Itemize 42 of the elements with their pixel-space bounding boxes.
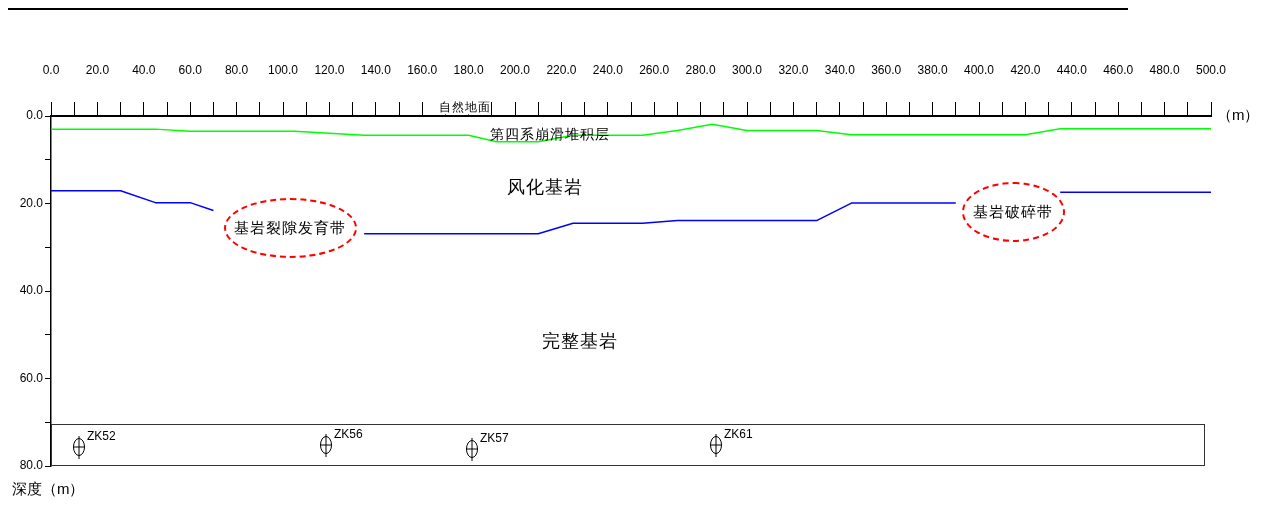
x-tick-label: 80.0 — [224, 63, 249, 78]
x-tick-label: 140.0 — [360, 63, 392, 78]
x-tick-label: 400.0 — [963, 63, 995, 78]
annotation: 风化基岩 — [507, 177, 583, 198]
x-tick-label: 420.0 — [1010, 63, 1041, 78]
y-tick-label: 80.0 — [19, 458, 44, 473]
x-tick-label: 100.0 — [267, 63, 299, 78]
x-tick-label: 0.0 — [42, 63, 60, 78]
x-tick-label: 200.0 — [499, 63, 531, 78]
x-tick-label: 260.0 — [639, 63, 670, 78]
annotation: ZK61 — [724, 427, 753, 441]
x-tick-label: 240.0 — [592, 63, 624, 78]
annotation: 基岩裂隙发育带 — [234, 218, 346, 237]
y-tick-label: 60.0 — [19, 370, 44, 385]
x-tick-label: 320.0 — [778, 63, 809, 78]
y-axis-title: 深度（m） — [12, 480, 85, 499]
x-tick-label: 340.0 — [824, 63, 856, 78]
x-tick-label: 60.0 — [178, 63, 203, 78]
y-tick-label: 20.0 — [19, 195, 44, 210]
x-tick-label: 360.0 — [871, 63, 902, 78]
x-tick-label: 300.0 — [731, 63, 763, 78]
x-tick-label: 220.0 — [546, 63, 577, 78]
annotation: 基岩破碎带 — [973, 202, 1053, 221]
annotation: ZK52 — [87, 429, 116, 443]
y-tick-label: 0.0 — [26, 108, 44, 123]
x-tick-label: 480.0 — [1149, 63, 1180, 78]
x-tick-label: 40.0 — [132, 63, 156, 78]
x-tick-label: 120.0 — [314, 63, 345, 78]
x-tick-label: 460.0 — [1103, 63, 1134, 78]
text: 自然地面 — [439, 100, 491, 115]
x-tick-label: 160.0 — [407, 63, 438, 78]
y-tick-label: 40.0 — [19, 283, 44, 298]
x-tick-label: 20.0 — [85, 63, 110, 78]
x-axis-title: （m） — [1217, 106, 1260, 125]
annotation: 完整基岩 — [542, 331, 618, 352]
x-tick-label: 180.0 — [453, 63, 484, 78]
annotation: ZK57 — [480, 431, 509, 445]
x-tick-label: 380.0 — [917, 63, 948, 78]
annotation: ZK56 — [334, 427, 363, 441]
x-tick-label: 440.0 — [1056, 63, 1088, 78]
x-tick-label: 280.0 — [685, 63, 716, 78]
x-tick-label: 500.0 — [1195, 63, 1227, 78]
